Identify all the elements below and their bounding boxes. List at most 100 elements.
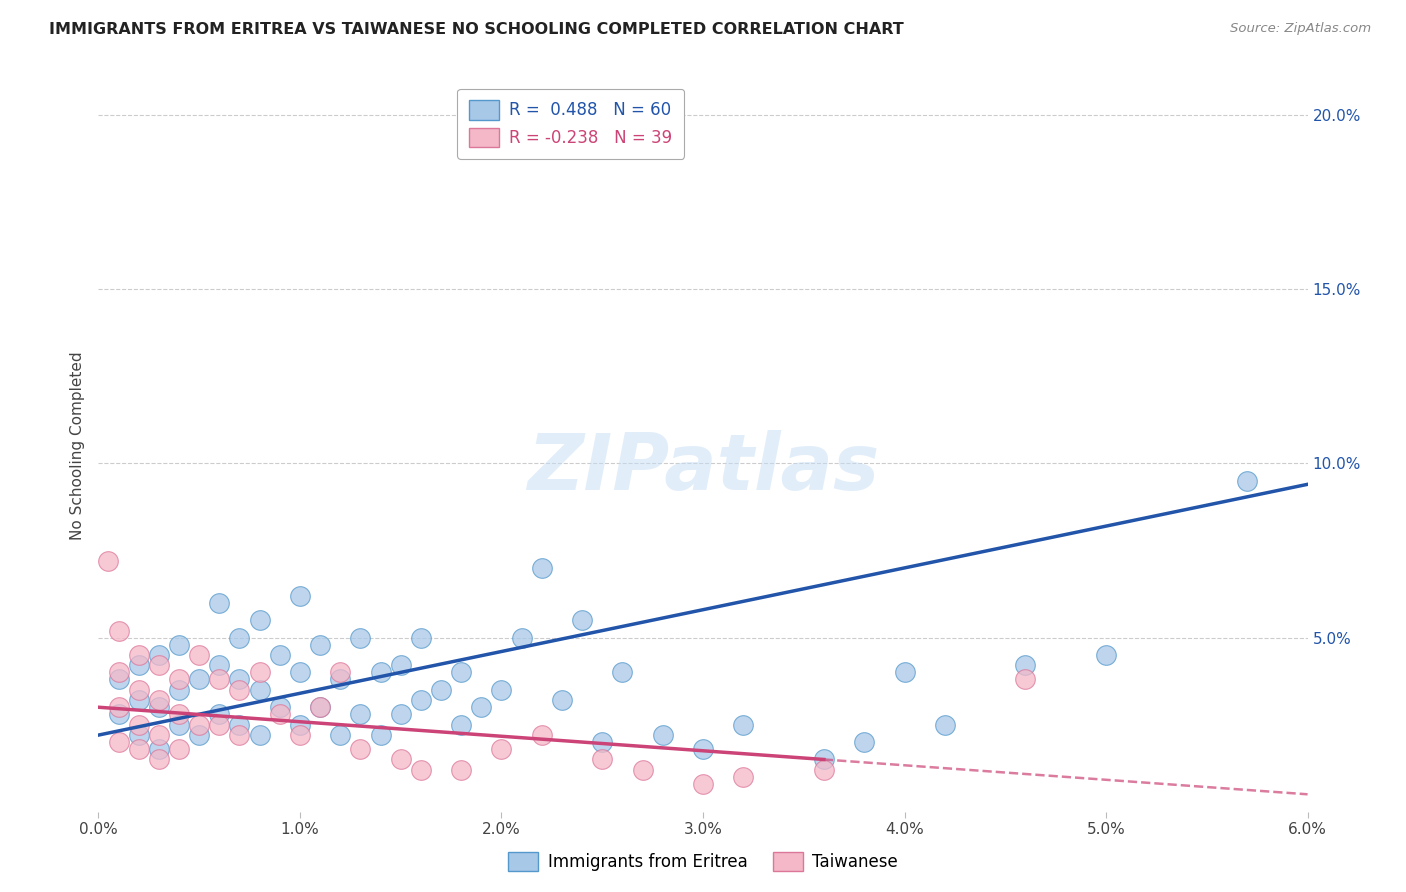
Point: [188, 648, 211, 662]
Point: [349, 742, 371, 756]
Y-axis label: No Schooling Completed: No Schooling Completed: [70, 351, 86, 541]
Point: [228, 682, 250, 697]
Point: [107, 624, 129, 638]
Point: [470, 700, 492, 714]
Point: [269, 700, 291, 714]
Point: [692, 777, 714, 791]
Text: Source: ZipAtlas.com: Source: ZipAtlas.com: [1230, 22, 1371, 36]
Point: [97, 554, 120, 568]
Point: [450, 763, 472, 777]
Point: [249, 613, 271, 627]
Point: [107, 665, 129, 680]
Point: [389, 658, 412, 673]
Point: [551, 693, 574, 707]
Point: [208, 717, 231, 731]
Point: [370, 665, 392, 680]
Point: [329, 728, 352, 742]
Point: [733, 717, 755, 731]
Point: [1014, 673, 1036, 687]
Point: [249, 682, 271, 697]
Point: [491, 682, 513, 697]
Point: [329, 673, 352, 687]
Point: [349, 631, 371, 645]
Point: [128, 728, 150, 742]
Legend: Immigrants from Eritrea, Taiwanese: Immigrants from Eritrea, Taiwanese: [499, 843, 907, 880]
Point: [167, 673, 190, 687]
Point: [208, 596, 231, 610]
Point: [389, 707, 412, 722]
Point: [934, 717, 956, 731]
Point: [329, 665, 352, 680]
Point: [128, 742, 150, 756]
Point: [530, 561, 553, 575]
Point: [148, 693, 170, 707]
Text: ZIPatlas: ZIPatlas: [527, 430, 879, 506]
Point: [167, 717, 190, 731]
Point: [651, 728, 673, 742]
Point: [188, 717, 211, 731]
Point: [148, 658, 170, 673]
Point: [208, 658, 231, 673]
Point: [591, 735, 613, 749]
Point: [491, 742, 513, 756]
Point: [692, 742, 714, 756]
Point: [107, 707, 129, 722]
Point: [249, 728, 271, 742]
Point: [128, 693, 150, 707]
Point: [309, 700, 332, 714]
Legend: R =  0.488   N = 60, R = -0.238   N = 39: R = 0.488 N = 60, R = -0.238 N = 39: [457, 88, 683, 159]
Point: [288, 589, 311, 603]
Point: [269, 648, 291, 662]
Point: [128, 682, 150, 697]
Point: [208, 707, 231, 722]
Point: [288, 665, 311, 680]
Point: [1236, 474, 1258, 488]
Point: [228, 673, 250, 687]
Point: [228, 631, 250, 645]
Point: [309, 700, 332, 714]
Point: [148, 700, 170, 714]
Point: [128, 648, 150, 662]
Point: [148, 648, 170, 662]
Point: [450, 717, 472, 731]
Point: [733, 770, 755, 784]
Point: [309, 638, 332, 652]
Point: [349, 707, 371, 722]
Point: [249, 665, 271, 680]
Point: [188, 728, 211, 742]
Point: [409, 763, 432, 777]
Point: [148, 742, 170, 756]
Point: [430, 682, 453, 697]
Point: [813, 763, 835, 777]
Point: [148, 728, 170, 742]
Point: [167, 638, 190, 652]
Point: [128, 658, 150, 673]
Point: [450, 665, 472, 680]
Point: [208, 673, 231, 687]
Point: [188, 673, 211, 687]
Point: [631, 763, 654, 777]
Point: [370, 728, 392, 742]
Point: [409, 631, 432, 645]
Point: [269, 707, 291, 722]
Point: [288, 728, 311, 742]
Point: [530, 728, 553, 742]
Point: [107, 735, 129, 749]
Point: [228, 717, 250, 731]
Point: [591, 752, 613, 766]
Point: [893, 665, 915, 680]
Point: [571, 613, 593, 627]
Point: [107, 700, 129, 714]
Point: [409, 693, 432, 707]
Point: [853, 735, 876, 749]
Point: [107, 673, 129, 687]
Point: [167, 742, 190, 756]
Point: [167, 707, 190, 722]
Point: [510, 631, 533, 645]
Point: [228, 728, 250, 742]
Point: [389, 752, 412, 766]
Point: [1014, 658, 1036, 673]
Point: [128, 717, 150, 731]
Point: [813, 752, 835, 766]
Point: [167, 682, 190, 697]
